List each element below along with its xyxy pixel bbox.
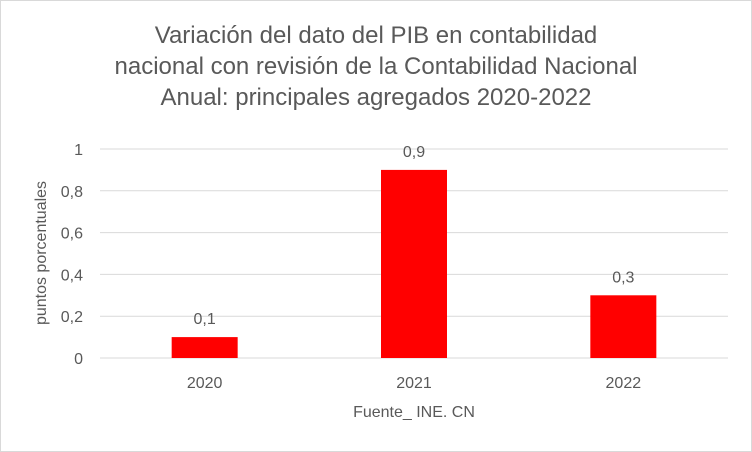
data-label: 0,1	[194, 311, 216, 328]
data-label: 0,3	[612, 269, 634, 286]
y-axis-label: puntos porcentuales	[33, 181, 50, 325]
y-tick-label: 0,6	[61, 226, 83, 243]
y-tick-label: 0,8	[61, 184, 83, 201]
y-tick-label: 0,2	[61, 309, 83, 326]
y-tick-label: 0,4	[61, 267, 83, 284]
chart-title: Variación del dato del PIB en contabilid…	[0, 20, 752, 113]
bar-2020	[171, 337, 238, 358]
bar-2022	[590, 295, 657, 358]
y-tick-label: 1	[74, 142, 83, 159]
title-line-1: Variación del dato del PIB en contabilid…	[154, 22, 598, 49]
x-tick-label: 2022	[606, 375, 642, 392]
title-line-3: Anual: principales agregados 2020-2022	[160, 84, 592, 111]
bar-2021	[381, 169, 447, 358]
y-tick-label: 0	[74, 351, 83, 368]
x-axis-label: Fuente_ INE. CN	[353, 404, 475, 421]
x-tick-label: 2020	[187, 375, 223, 392]
title-line-2: nacional con revisión de la Contabilidad…	[114, 53, 638, 80]
x-tick-label: 2021	[396, 375, 432, 392]
data-label: 0,9	[403, 144, 425, 161]
